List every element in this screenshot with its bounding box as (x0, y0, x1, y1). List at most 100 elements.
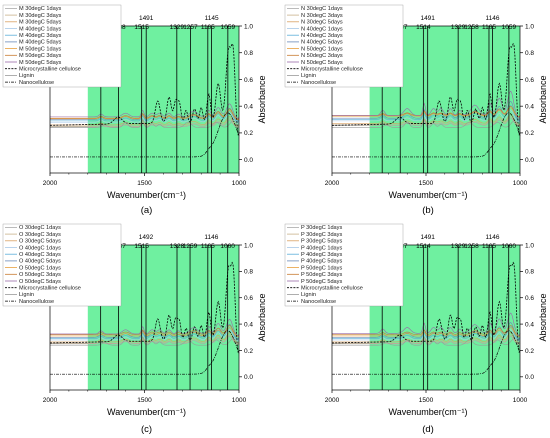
peak-label: 1328 (170, 243, 185, 250)
peak-label: 1059 (502, 24, 517, 31)
legend-entry: Lignin (301, 73, 316, 79)
legend-entry: M 50degC 1days (19, 46, 61, 52)
x-tick-label: 1000 (232, 397, 247, 404)
legend-entry: P 50degC 5days (301, 279, 342, 285)
peak-label: 1514 (416, 24, 431, 31)
y-tick-label: 1.0 (244, 242, 253, 249)
legend-entry: O 50degC 3days (19, 272, 61, 278)
peak-label: 1165 (201, 24, 215, 31)
legend-entry: P 30degC 1days (301, 225, 342, 231)
y-tick-label: 1.0 (244, 23, 253, 30)
x-axis-label: Wavenumber(cm⁻¹) (107, 407, 186, 417)
legend-entry: Microcrystalline cellulose (19, 286, 81, 292)
legend-entry: P 40degC 1days (301, 245, 342, 251)
peak-label: 1258 (464, 243, 479, 250)
peak-label: 1165 (482, 243, 496, 250)
y-tick-label: 0.2 (525, 348, 534, 355)
y-tick-label: 0.2 (244, 348, 253, 355)
peak-label: 1059 (221, 24, 236, 31)
y-tick-label: 0.6 (244, 77, 253, 84)
series-line-nanocellulose (332, 330, 521, 375)
y-tick-label: 0.0 (525, 374, 534, 381)
x-tick-label: 1500 (419, 397, 434, 404)
legend-entry: Nanocellulose (19, 299, 54, 305)
panel-caption: (c) (141, 424, 152, 435)
y-tick-label: 0.0 (244, 374, 253, 381)
peak-label: 1514 (416, 243, 431, 250)
y-tick-label: 1.0 (525, 23, 534, 30)
legend-entry: N 50degC 5days (301, 60, 343, 66)
y-tick-label: 0.4 (244, 321, 253, 328)
x-axis-label: Wavenumber(cm⁻¹) (107, 190, 186, 200)
legend-entry: Lignin (19, 73, 34, 79)
legend-entry: N 40degC 5days (301, 40, 343, 46)
legend-entry: M 50degC 5days (19, 60, 61, 66)
y-tick-label: 0.4 (525, 103, 534, 110)
y-axis-label: Absorbance (257, 293, 267, 341)
panel-caption: (b) (422, 205, 434, 216)
legend-entry: O 50degC 5days (19, 279, 61, 285)
y-tick-label: 0.2 (244, 130, 253, 137)
x-tick-label: 2000 (325, 397, 340, 404)
legend-entry: Lignin (19, 292, 34, 298)
legend-entry: M 40degC 5days (19, 40, 61, 46)
legend-entry: M 40degC 3days (19, 33, 61, 39)
peak-label: 1259 (183, 243, 198, 250)
legend-box (284, 223, 404, 307)
peak-label: 1491 (139, 15, 154, 22)
x-tick-label: 1000 (513, 180, 528, 187)
x-tick-label: 2000 (43, 397, 58, 404)
peak-label: 1165 (482, 24, 496, 31)
peak-label: 1146 (486, 15, 500, 22)
chart-panel-c: 1732163715151492132812591165114610602000… (2, 223, 267, 435)
legend-entry: M 40degC 1days (19, 26, 61, 32)
y-tick-label: 0.0 (244, 157, 253, 164)
peak-label: 1060 (220, 243, 235, 250)
peak-label: 1257 (183, 24, 198, 31)
legend-entry: Microcrystalline cellulose (301, 67, 363, 73)
x-tick-label: 2000 (43, 180, 58, 187)
legend-entry: N 30degC 3days (301, 13, 343, 19)
peak-label: 1491 (420, 234, 435, 241)
legend-entry: Nanocellulose (19, 80, 54, 86)
peak-label: 1329 (170, 24, 185, 31)
y-axis-label: Absorbance (538, 75, 548, 123)
peak-label: 1145 (205, 15, 219, 22)
legend-entry: O 30degC 1days (19, 225, 61, 231)
peak-label: 1515 (134, 24, 149, 31)
legend-entry: P 40degC 5days (301, 259, 342, 265)
peak-label: 1492 (139, 234, 154, 241)
panels: 1731163815151491132912571165114510592000… (2, 4, 548, 435)
peak-label: 1165 (201, 243, 215, 250)
legend-entry: M 30degC 3days (19, 13, 61, 19)
legend-box (2, 223, 122, 307)
legend-entry: M 30degC 1days (19, 6, 61, 12)
peak-label: 1329 (451, 243, 466, 250)
x-axis-label: Wavenumber(cm⁻¹) (389, 190, 468, 200)
x-tick-label: 1000 (513, 397, 528, 404)
legend-entry: Lignin (301, 292, 316, 298)
legend-box (284, 4, 404, 88)
legend-entry: M 30degC 5days (19, 20, 61, 26)
y-tick-label: 0.4 (525, 321, 534, 328)
peak-label: 1515 (134, 243, 149, 250)
legend-entry: N 50degC 1days (301, 46, 343, 52)
chart-panel-b: 1733163715141491132912581165114610592000… (284, 4, 548, 216)
legend-entry: N 30degC 1days (301, 6, 343, 12)
legend-entry: O 50degC 1days (19, 265, 61, 271)
y-tick-label: 0.8 (525, 269, 534, 276)
y-tick-label: 0.8 (244, 269, 253, 276)
legend-entry: N 40degC 1days (301, 26, 343, 32)
peak-label: 1491 (420, 15, 435, 22)
y-tick-label: 0.4 (244, 103, 253, 110)
x-tick-label: 2000 (325, 180, 340, 187)
legend-entry: N 40degC 3days (301, 33, 343, 39)
peak-label: 1146 (486, 234, 500, 241)
peak-label: 1060 (501, 243, 516, 250)
legend-entry: Microcrystalline cellulose (19, 67, 81, 73)
